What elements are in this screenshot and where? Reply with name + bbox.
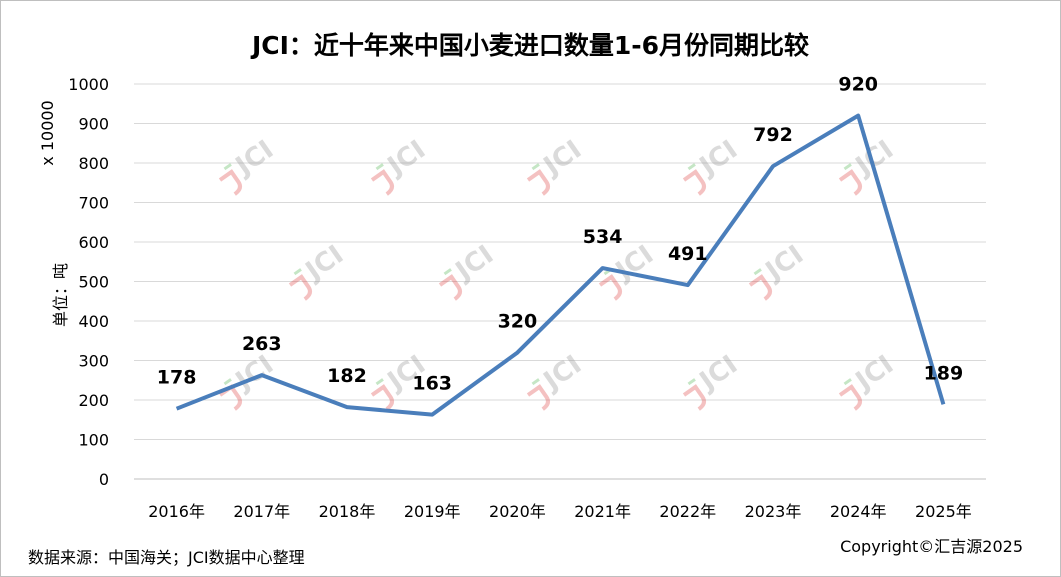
watermark-accent	[531, 163, 540, 171]
data-labels: 178 263 182 163 320 534 491 792 920 189	[157, 74, 963, 395]
watermark-text: JCI	[229, 135, 279, 183]
y-tick-label: 700	[78, 194, 109, 213]
data-label: 320	[498, 311, 538, 333]
watermark-logo: JCI	[218, 135, 279, 196]
watermark-mark	[682, 384, 706, 411]
data-label: 163	[412, 373, 452, 395]
watermark-logo: JCI	[838, 350, 899, 411]
y-tick-label: 300	[78, 352, 109, 371]
x-tick-label: 2019年	[404, 502, 461, 521]
watermark-logo: JCI	[370, 135, 431, 196]
y-tick-label: 100	[78, 431, 109, 450]
watermark-accent	[223, 378, 232, 386]
watermark-mark	[438, 274, 462, 301]
watermark-mark	[218, 169, 242, 196]
y-tick-label: 500	[78, 273, 109, 292]
watermark-logo: JCI	[682, 350, 743, 411]
watermark-logo: JCI	[288, 240, 349, 301]
watermark-accent	[293, 268, 302, 276]
watermark-accent	[375, 163, 384, 171]
watermark-accent	[687, 163, 696, 171]
y-axis-unit: x 10000	[38, 100, 57, 165]
watermark-accent	[843, 163, 852, 171]
watermark-text: JCI	[693, 350, 743, 398]
x-tick-label: 2020年	[489, 502, 546, 521]
watermark-accent	[223, 163, 232, 171]
watermark-accent	[375, 378, 384, 386]
x-axis-ticks: 2016年 2017年 2018年 2019年 2020年 2021年 2022年 2023年…	[148, 502, 972, 521]
gridlines	[134, 83, 986, 480]
watermark-text: JCI	[299, 240, 349, 288]
watermark-accent	[687, 378, 696, 386]
y-tick-label: 900	[78, 115, 109, 134]
watermark-logo: JCI	[526, 135, 587, 196]
chart-title: JCI：近十年来中国小麦进口数量1-6月份同期比较	[251, 31, 810, 60]
watermark-mark	[838, 169, 862, 196]
source-note: 数据来源：中国海关；JCI数据中心整理	[28, 548, 305, 567]
watermark-mark	[218, 384, 242, 411]
watermark-mark	[370, 384, 394, 411]
copyright-note: Copyright©汇吉源2025	[840, 537, 1023, 556]
watermark-mark	[526, 169, 550, 196]
data-label: 263	[242, 333, 282, 355]
y-tick-label: 200	[78, 391, 109, 410]
watermark-mark	[370, 169, 394, 196]
y-tick-label: 800	[78, 154, 109, 173]
watermark-text: JCI	[229, 350, 279, 398]
watermark-mark	[598, 274, 622, 301]
x-tick-label: 2025年	[915, 502, 972, 521]
watermark-logo: JCI	[748, 240, 809, 301]
x-tick-label: 2021年	[574, 502, 631, 521]
data-label: 534	[583, 226, 623, 248]
watermark-text: JCI	[849, 350, 899, 398]
y-axis-ticks: 0 100 200 300 400 500 600 700 800 900 1000	[68, 75, 109, 489]
watermark-text: JCI	[381, 135, 431, 183]
watermark-mark	[682, 169, 706, 196]
data-label: 491	[668, 243, 708, 265]
series-line	[175, 113, 946, 417]
watermark-accent	[843, 378, 852, 386]
watermark-mark	[288, 274, 312, 301]
x-tick-label: 2018年	[319, 502, 376, 521]
x-tick-label: 2017年	[233, 502, 290, 521]
series-polyline	[175, 113, 946, 417]
x-tick-label: 2023年	[745, 502, 802, 521]
watermark-text: JCI	[537, 350, 587, 398]
watermark-text: JCI	[693, 135, 743, 183]
watermark-accent	[531, 378, 540, 386]
watermark-logo: JCI	[526, 350, 587, 411]
x-tick-label: 2022年	[659, 502, 716, 521]
y-tick-label: 400	[78, 312, 109, 331]
watermark-logo: JCI	[438, 240, 499, 301]
data-label: 792	[753, 124, 793, 146]
y-axis-label: 单位：吨	[51, 263, 70, 327]
data-label: 920	[838, 74, 878, 96]
watermark-logo: JCI	[682, 135, 743, 196]
watermark-accent	[753, 268, 762, 276]
data-label: 178	[157, 367, 197, 389]
y-tick-label: 1000	[68, 75, 109, 94]
watermark-text: JCI	[537, 135, 587, 183]
watermark-accent	[443, 268, 452, 276]
watermark-mark	[838, 384, 862, 411]
watermark-text: JCI	[449, 240, 499, 288]
watermark-text: JCI	[759, 240, 809, 288]
data-label: 189	[924, 362, 964, 384]
watermark-mark	[526, 384, 550, 411]
y-tick-label: 600	[78, 233, 109, 252]
watermark-mark	[748, 274, 772, 301]
data-label: 182	[327, 365, 367, 387]
y-tick-label: 0	[99, 470, 109, 489]
x-tick-label: 2024年	[830, 502, 887, 521]
x-tick-label: 2016年	[148, 502, 205, 521]
